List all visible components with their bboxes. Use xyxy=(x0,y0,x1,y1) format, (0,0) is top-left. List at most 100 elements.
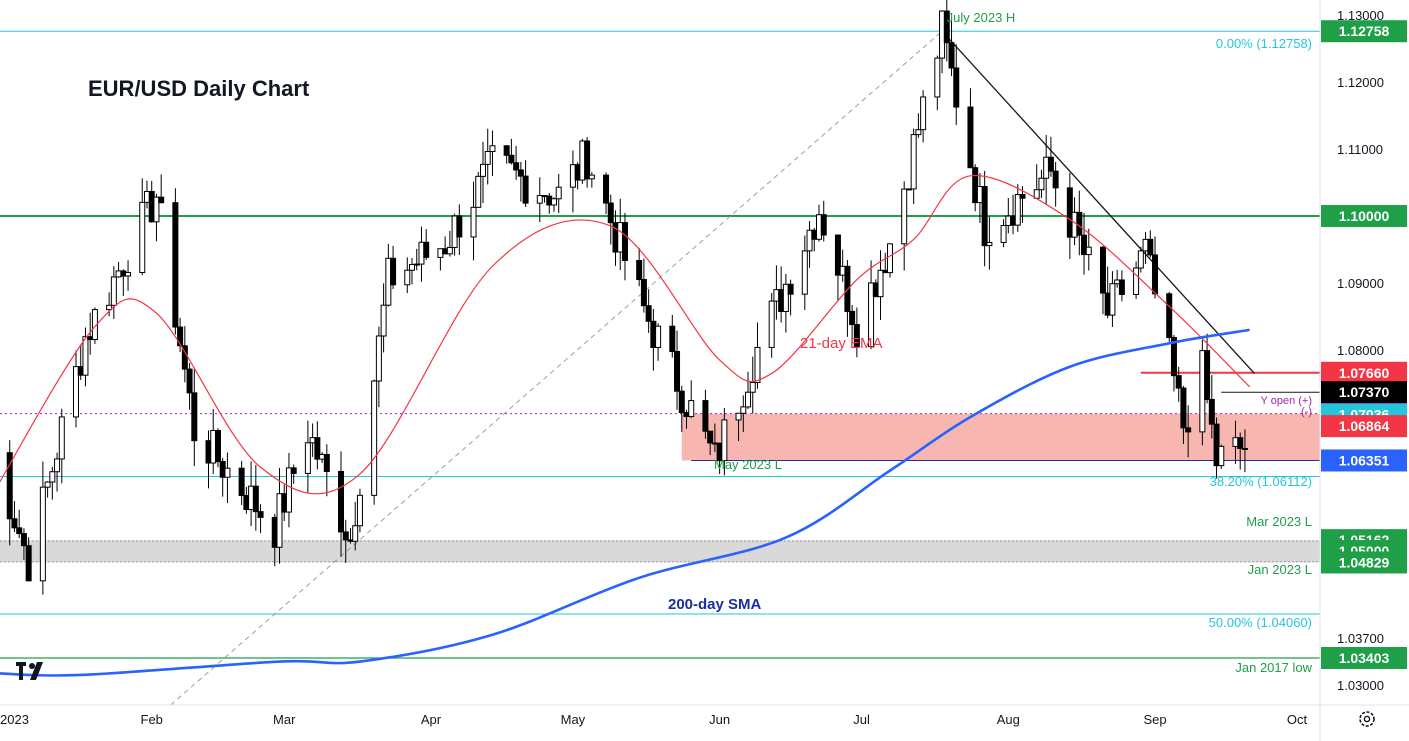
candle-body xyxy=(655,325,662,348)
candle-body xyxy=(304,442,311,474)
price-tag-label: 1.12758 xyxy=(1339,23,1390,39)
x-tick-label: 2023 xyxy=(0,712,29,727)
candle-body xyxy=(409,263,416,271)
candle-body xyxy=(1237,437,1244,449)
candle-body xyxy=(1180,387,1187,429)
candle-body xyxy=(1038,177,1045,191)
candle-body xyxy=(1147,238,1154,256)
candle-body xyxy=(125,271,132,277)
candles-layer xyxy=(6,0,1248,595)
candle-body xyxy=(39,486,46,582)
candle-body xyxy=(513,162,520,171)
candle-body xyxy=(172,202,179,328)
price-tag-label: 1.07660 xyxy=(1339,365,1390,381)
price-tag-bg xyxy=(1321,415,1407,438)
x-tick-label: Mar xyxy=(273,712,296,727)
candle-body xyxy=(252,485,259,513)
candle-body xyxy=(782,283,789,312)
candle-body xyxy=(44,481,51,488)
candle-body xyxy=(49,471,56,483)
candle-body xyxy=(1208,398,1215,425)
ema21-line xyxy=(0,174,1251,495)
price-tag-label: 1.04829 xyxy=(1339,554,1390,570)
candle-body xyxy=(380,304,387,337)
candle-body xyxy=(356,494,363,527)
candle-body xyxy=(972,167,979,204)
candle-body xyxy=(707,430,714,444)
jan2017-low-label: Jan 2017 low xyxy=(1235,660,1312,675)
candle-body xyxy=(967,106,974,169)
candle-body xyxy=(1218,445,1225,467)
mar-low-label: Mar 2023 L xyxy=(1246,514,1312,529)
candle-body xyxy=(1052,170,1059,189)
candle-body xyxy=(1152,254,1159,295)
price-tag: 1.06351 xyxy=(1321,449,1407,472)
candle-body xyxy=(508,154,515,164)
price-tag: 1.03403 xyxy=(1321,646,1407,669)
candle-body xyxy=(1000,224,1007,243)
candle-body xyxy=(550,198,557,206)
candle-body xyxy=(806,229,813,252)
candle-body xyxy=(953,67,960,108)
candle-body xyxy=(920,96,927,131)
candle-body xyxy=(1076,211,1083,236)
candle-body xyxy=(1204,350,1211,400)
candle-body xyxy=(768,300,775,348)
candle-body xyxy=(342,531,349,541)
candle-body xyxy=(16,527,23,535)
candle-body xyxy=(787,283,794,295)
sma-label: 200-day SMA xyxy=(668,596,762,613)
candle-body xyxy=(1047,156,1054,172)
price-tag: 1.07370 xyxy=(1321,381,1407,404)
candle-body xyxy=(390,257,397,286)
price-tag: 1.06864 xyxy=(1321,415,1407,438)
candle-body xyxy=(1241,447,1248,450)
candle-body xyxy=(177,326,184,347)
candle-body xyxy=(285,467,292,513)
candle-body xyxy=(1019,194,1026,199)
candle-body xyxy=(413,263,420,266)
price-tag: 1.10000 xyxy=(1321,205,1407,227)
candle-body xyxy=(314,437,321,460)
price-axis[interactable]: 1.13000 1.12000 1.11000 1.09000 1.08000 1.037… xyxy=(1321,8,1407,693)
candle-body xyxy=(214,429,221,463)
fib-0-label: 0.00% (1.12758) xyxy=(1216,36,1312,51)
chart-title: EUR/USD Daily Chart xyxy=(88,76,310,101)
fib-382-label: 38.20% (1.06112) xyxy=(1210,474,1312,489)
x-tick-label: May xyxy=(561,712,586,727)
candle-body xyxy=(910,134,917,190)
candle-body xyxy=(735,412,742,421)
y-tick-label: 1.09000 xyxy=(1337,276,1384,291)
x-tick-label: Aug xyxy=(997,712,1020,727)
candle-body xyxy=(106,304,113,311)
tradingview-logo-icon[interactable] xyxy=(16,662,43,680)
price-tag-bg xyxy=(1321,381,1407,404)
price-tag-bg xyxy=(1321,361,1407,384)
settings-gear-icon[interactable] xyxy=(1359,711,1375,727)
candle-body xyxy=(1133,267,1140,295)
candle-body xyxy=(555,186,562,200)
candle-body xyxy=(153,196,160,223)
candle-body xyxy=(20,533,27,547)
y-tick-label: 1.13000 xyxy=(1337,8,1384,23)
candle-body xyxy=(503,145,510,156)
candle-body xyxy=(948,42,955,69)
candle-body xyxy=(238,467,245,497)
time-axis[interactable]: 2023 Feb Mar Apr May Jun Jul Aug Sep Oct xyxy=(0,712,1307,727)
candle-body xyxy=(375,335,382,382)
candle-body xyxy=(1213,423,1220,467)
price-tag-label: 1.03403 xyxy=(1339,650,1390,666)
candle-body xyxy=(688,400,695,417)
candle-body xyxy=(456,215,463,238)
price-tag-bg xyxy=(1321,551,1407,574)
price-tag: 1.07660 xyxy=(1321,361,1407,384)
candle-body xyxy=(536,195,543,204)
year-open-up-label: Y open (+) xyxy=(1261,395,1312,407)
candle-body xyxy=(981,186,988,247)
candle-body xyxy=(54,458,61,473)
july-high-label: July 2023 H xyxy=(947,10,1016,25)
candle-body xyxy=(290,467,297,474)
price-tag: 1.12758 xyxy=(1321,20,1407,43)
